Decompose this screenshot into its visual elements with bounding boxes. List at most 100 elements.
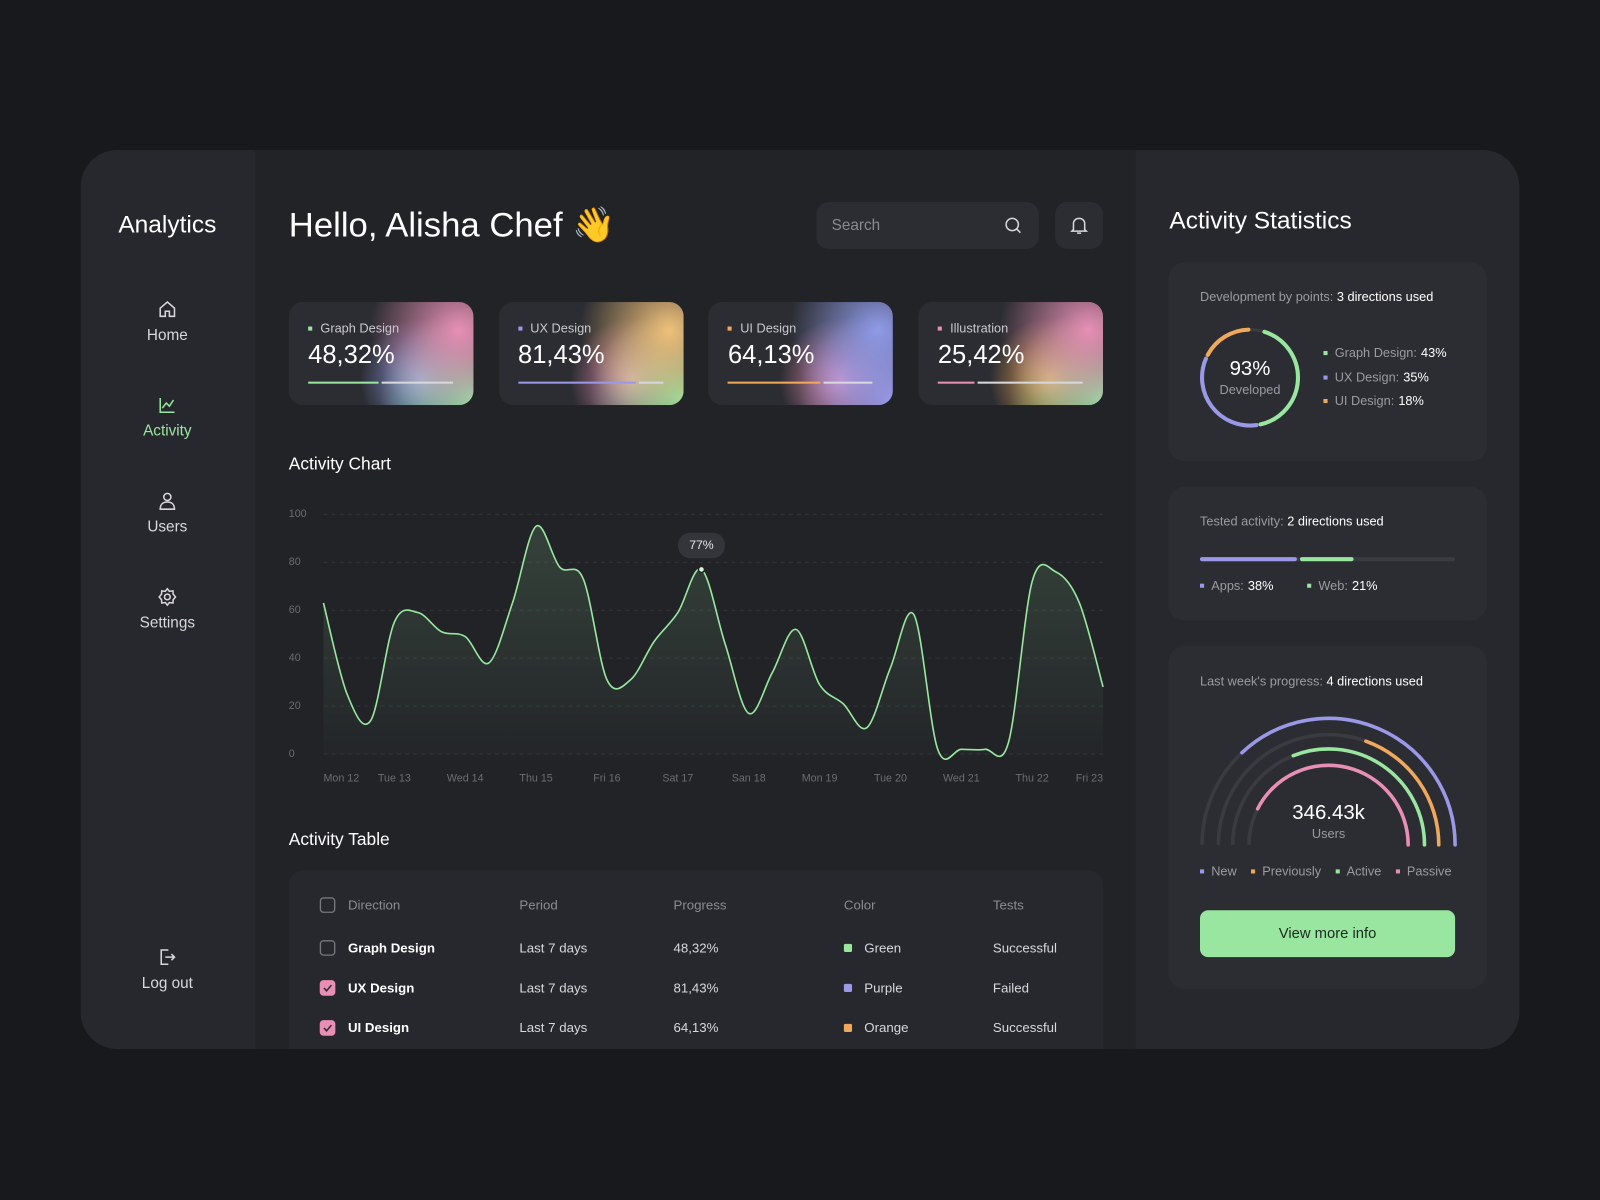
legend-dot bbox=[1199, 869, 1205, 874]
y-tick-label: 20 bbox=[289, 700, 301, 712]
label-text: Development by points: bbox=[1199, 289, 1334, 305]
card-label: UI Design bbox=[740, 321, 797, 336]
icon-logout bbox=[160, 949, 176, 966]
gauge-legend: New Previously Active Passive bbox=[1199, 864, 1452, 879]
donut-center-value: 93% bbox=[1229, 357, 1271, 381]
legend-dot bbox=[308, 326, 313, 331]
logout[interactable]: Log out bbox=[116, 947, 218, 992]
legend-item: Previously bbox=[1251, 864, 1322, 879]
x-tick-label: Mon 12 bbox=[323, 772, 359, 784]
label-text: Tested activity: bbox=[1199, 514, 1284, 529]
metric-card: Illustration 25,42% bbox=[918, 302, 1104, 406]
y-tick-label: 40 bbox=[289, 652, 301, 664]
legend-value: 35% bbox=[1403, 369, 1429, 385]
table-title: Activity Table bbox=[288, 829, 390, 849]
card-bar bbox=[727, 381, 821, 384]
legend-name: Web: bbox=[1318, 578, 1348, 593]
table-cell: 48,32% bbox=[673, 940, 719, 956]
table-cell: Last 7 days bbox=[519, 980, 588, 996]
icon-part bbox=[163, 593, 171, 601]
card-bar bbox=[308, 381, 379, 384]
card-bar-track bbox=[823, 381, 873, 384]
y-tick-label: 0 bbox=[289, 748, 295, 760]
legend-item: UI Design: 18% bbox=[1335, 394, 1424, 408]
table-cell: Last 7 days bbox=[519, 1020, 588, 1036]
table-cell: Graph Design bbox=[347, 940, 435, 956]
x-tick-label: Tue 13 bbox=[378, 772, 411, 784]
legend-name: Previously bbox=[1262, 864, 1322, 879]
legend-item: New bbox=[1199, 864, 1237, 879]
icon-part bbox=[163, 492, 172, 502]
legend-dot bbox=[1307, 583, 1312, 588]
highlight-point bbox=[697, 565, 706, 574]
search-box[interactable]: Search bbox=[816, 202, 1039, 249]
legend-item: Passive bbox=[1395, 864, 1452, 879]
donut-center-label: Developed bbox=[1219, 382, 1281, 397]
legend-dot bbox=[727, 326, 733, 331]
y-tick-label: 100 bbox=[289, 508, 307, 520]
table-cell: Successful bbox=[992, 940, 1058, 956]
greeting: Hello, Alisha Chef 👋 bbox=[288, 206, 616, 245]
nav-item[interactable]: Home bbox=[116, 299, 218, 344]
progress-label: Last week's progress: 4 directions used bbox=[1200, 674, 1423, 688]
search-placeholder: Search bbox=[831, 216, 881, 235]
nav-label: Activity bbox=[143, 422, 192, 440]
table-cell: 81,43% bbox=[673, 980, 719, 996]
nav-label: Users bbox=[147, 518, 188, 536]
column-header: Color bbox=[843, 897, 876, 913]
legend-dot bbox=[937, 326, 942, 331]
x-tick-label: Thu 15 bbox=[519, 772, 552, 784]
legend-dot bbox=[518, 326, 523, 331]
legend-name: UX Design: bbox=[1334, 369, 1400, 385]
legend-name: New bbox=[1211, 864, 1237, 879]
card-bar bbox=[518, 381, 637, 384]
card-value: 25,42% bbox=[937, 340, 1025, 369]
icon-home bbox=[159, 301, 176, 318]
table-cell: UI Design bbox=[347, 1020, 410, 1036]
x-tick-label: Wed 21 bbox=[943, 772, 980, 784]
icon-part bbox=[158, 587, 177, 607]
icon-part bbox=[1070, 217, 1089, 234]
legend-dot bbox=[1199, 583, 1205, 588]
x-tick-label: Thu 22 bbox=[1016, 772, 1049, 784]
icon-part bbox=[159, 501, 176, 510]
card-value: 81,43% bbox=[518, 340, 605, 369]
view-more-button[interactable]: View more info bbox=[1199, 910, 1456, 958]
x-tick-label: Tue 20 bbox=[874, 772, 907, 784]
column-header: Progress bbox=[673, 897, 727, 913]
x-tick-label: Wed 14 bbox=[447, 772, 484, 784]
legend-name: Apps: bbox=[1211, 578, 1244, 593]
nav-item[interactable]: Users bbox=[116, 491, 218, 536]
column-header: Direction bbox=[347, 897, 401, 913]
table-cell: UX Design bbox=[347, 980, 415, 996]
x-tick-label: San 18 bbox=[732, 772, 766, 784]
bell-icon bbox=[1070, 217, 1089, 234]
progress-card: Last week's progress: 4 directions used … bbox=[1168, 645, 1487, 989]
legend-item: Apps: 38% bbox=[1211, 579, 1273, 593]
legend-value: 18% bbox=[1398, 393, 1424, 409]
development-card: Development by points: 3 directions used… bbox=[1168, 262, 1487, 462]
legend-dot bbox=[1323, 351, 1328, 356]
card-label: Graph Design bbox=[320, 321, 400, 336]
label-value: 3 directions used bbox=[1336, 289, 1434, 305]
notification-button[interactable] bbox=[1055, 202, 1104, 249]
legend-dot bbox=[1395, 869, 1400, 874]
legend-dot bbox=[1323, 374, 1328, 380]
legend-name: UI Design: bbox=[1334, 393, 1395, 409]
label-value: 2 directions used bbox=[1287, 514, 1384, 529]
y-tick-label: 60 bbox=[289, 604, 301, 616]
chart-area bbox=[323, 525, 1104, 760]
legend-name: Passive bbox=[1406, 864, 1452, 879]
search-icon bbox=[1005, 217, 1021, 234]
nav-item[interactable]: Settings bbox=[116, 587, 218, 632]
metric-card: UI Design 64,13% bbox=[708, 302, 894, 406]
metric-card: Graph Design 48,32% bbox=[288, 302, 474, 406]
table-cell: Green bbox=[864, 940, 902, 956]
nav-item[interactable]: Activity bbox=[116, 395, 218, 440]
tooltip-label: 77% bbox=[689, 538, 714, 552]
legend-name: Active bbox=[1346, 864, 1382, 879]
table bbox=[288, 870, 1104, 1049]
